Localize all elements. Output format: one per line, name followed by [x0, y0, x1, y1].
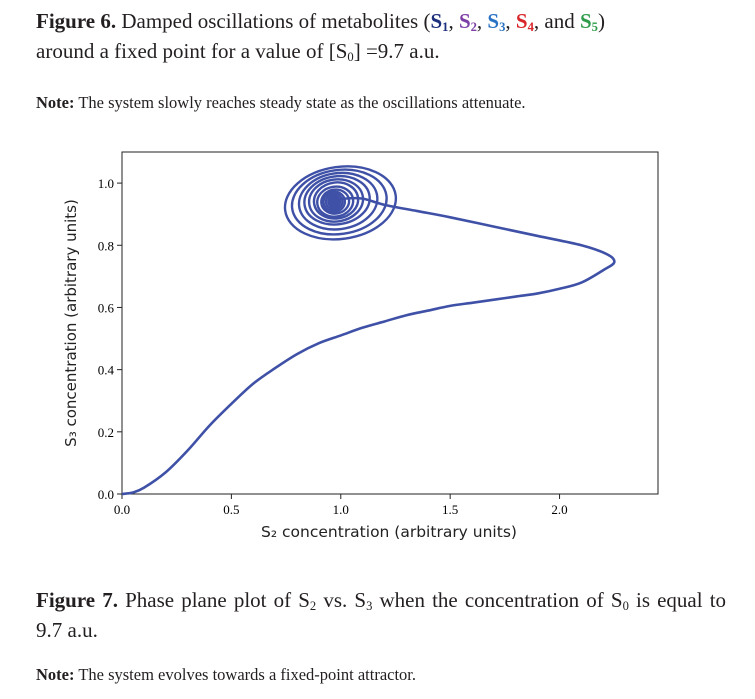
trajectory-line	[121, 196, 616, 496]
y-tick-label: 0.6	[98, 300, 115, 315]
figure-6-text-2: around a fixed point for a value of [S	[36, 39, 348, 63]
y-tick-label: 1.0	[98, 176, 114, 191]
spiral-loop	[320, 188, 351, 215]
attractor-spiral	[283, 165, 398, 241]
note-label: Note:	[36, 665, 75, 684]
y-tick-label: 0.2	[98, 425, 114, 440]
spiral-loop	[303, 174, 371, 226]
spiral-loop	[297, 171, 379, 231]
y-axis-label: S₃ concentration (arbitrary units)	[62, 199, 80, 447]
figure-6-text: Damped oscillations of metabolites (	[121, 9, 431, 33]
x-tick-label: 2.0	[551, 502, 567, 517]
figure-6-note: Note: The system slowly reaches steady s…	[36, 92, 526, 114]
x-tick-label: 1.0	[333, 502, 349, 517]
spiral-loop	[312, 181, 360, 220]
spiral-loop	[316, 185, 355, 218]
spiral-loop	[322, 190, 347, 213]
x-tick-label: 1.5	[442, 502, 458, 517]
spiral-loop	[307, 178, 365, 223]
y-tick-label: 0.4	[98, 363, 115, 378]
y-tick-label: 0.8	[98, 238, 114, 253]
y-axis-ticks: 0.0 0.2 0.4 0.6 0.8 1.0	[98, 176, 122, 502]
s5-label: S5	[579, 9, 598, 34]
figure-6-label: Figure 6.	[36, 9, 117, 33]
s4-label: S4	[515, 9, 534, 34]
fixed-point	[327, 197, 342, 206]
note-text: The system slowly reaches steady state a…	[78, 93, 526, 112]
x-tick-label: 0.5	[223, 502, 239, 517]
y-tick-label: 0.0	[98, 487, 114, 502]
x-axis-label: S₂ concentration (arbitrary units)	[261, 523, 517, 541]
x-axis-ticks: 0.0 0.5 1.0 1.5 2.0	[114, 494, 568, 517]
spiral-loop	[283, 165, 398, 241]
s2-label: S2	[458, 9, 477, 34]
figure-7-caption: Figure 7. Phase plane plot of S2 vs. S3 …	[36, 588, 727, 642]
x-tick-label: 0.0	[114, 502, 130, 517]
plot-frame	[121, 151, 659, 495]
note-label: Note:	[36, 93, 75, 112]
spiral-loop	[290, 168, 388, 236]
figure-6-caption: Figure 6. Damped oscillations of metabol…	[36, 9, 605, 64]
s3-label: S3	[487, 9, 506, 34]
s1-label: S1	[430, 9, 449, 34]
spiral-loop	[324, 192, 344, 211]
figure-7-note: Note: The system evolves towards a fixed…	[36, 664, 416, 686]
figure-7-label: Figure 7.	[36, 588, 118, 612]
note-text: The system evolves towards a fixed-point…	[78, 665, 417, 684]
